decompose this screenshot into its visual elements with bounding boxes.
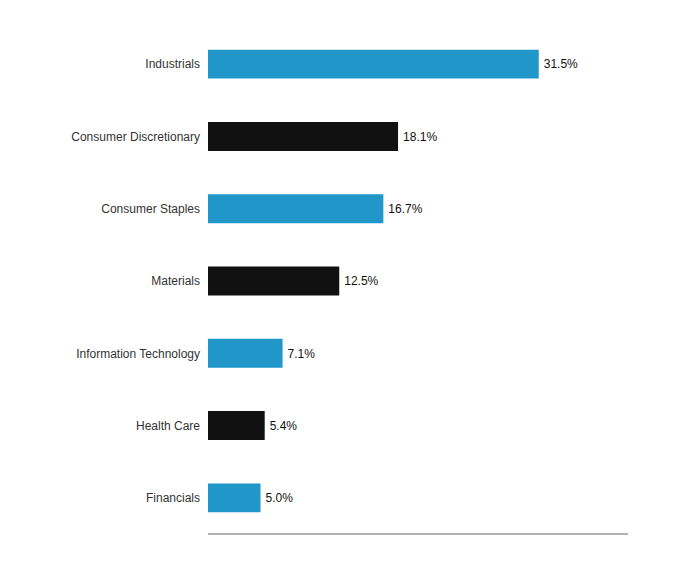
svg-text:18.1%: 18.1%: [403, 130, 437, 144]
svg-text:5.4%: 5.4%: [270, 419, 298, 433]
svg-text:12.5%: 12.5%: [344, 274, 378, 288]
svg-text:31.5%: 31.5%: [544, 57, 578, 71]
svg-text:16.7%: 16.7%: [388, 202, 422, 216]
svg-text:Financials: Financials: [146, 491, 200, 505]
svg-text:7.1%: 7.1%: [288, 347, 316, 361]
svg-text:Consumer Staples: Consumer Staples: [101, 202, 200, 216]
svg-text:5.0%: 5.0%: [266, 491, 294, 505]
svg-text:Consumer Discretionary: Consumer Discretionary: [71, 130, 200, 144]
svg-text:Industrials: Industrials: [145, 57, 200, 71]
svg-text:Health Care: Health Care: [136, 419, 200, 433]
svg-text:Materials: Materials: [151, 274, 200, 288]
svg-text:Information Technology: Information Technology: [76, 347, 200, 361]
